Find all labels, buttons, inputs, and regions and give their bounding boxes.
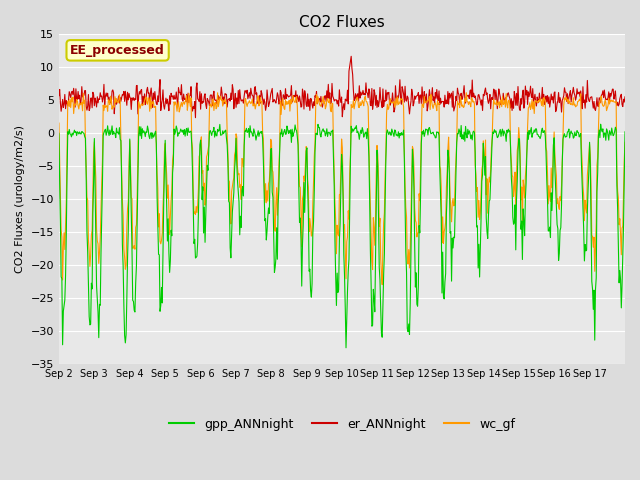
Title: CO2 Fluxes: CO2 Fluxes	[299, 15, 385, 30]
Y-axis label: CO2 Fluxes (urology/m2/s): CO2 Fluxes (urology/m2/s)	[15, 125, 25, 273]
Legend: gpp_ANNnight, er_ANNnight, wc_gf: gpp_ANNnight, er_ANNnight, wc_gf	[164, 413, 520, 436]
Text: EE_processed: EE_processed	[70, 44, 165, 57]
